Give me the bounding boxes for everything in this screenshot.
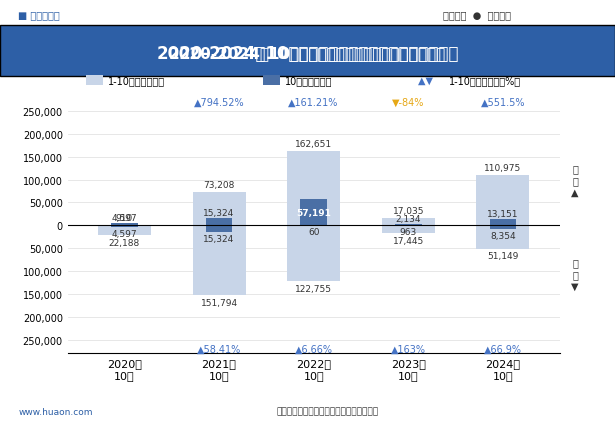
Text: 2,134: 2,134 [395, 214, 421, 223]
Text: 出
口: 出 口 [572, 164, 578, 185]
Text: ▲794.52%: ▲794.52% [194, 97, 244, 107]
Bar [382, 226, 435, 234]
Text: ▲551.5%: ▲551.5% [481, 97, 525, 107]
Bar [98, 226, 151, 236]
Text: 60: 60 [308, 227, 319, 236]
Text: 4,597: 4,597 [111, 229, 137, 238]
Text: 22,188: 22,188 [109, 239, 140, 248]
Bar [477, 226, 530, 249]
Text: 专业严谨  ●  客观科学: 专业严谨 ● 客观科学 [443, 10, 511, 20]
Text: 110,975: 110,975 [484, 164, 522, 173]
Bar [192, 226, 245, 295]
Text: ▼-84%: ▼-84% [392, 97, 424, 107]
Text: 15,324: 15,324 [204, 208, 235, 217]
Text: 2020-2024年10月西安航空基地综合保税区进、出口额: 2020-2024年10月西安航空基地综合保税区进、出口额 [169, 46, 446, 61]
Text: ▲: ▲ [571, 153, 579, 197]
Text: 13,151: 13,151 [487, 210, 518, 219]
Text: ▲66.9%: ▲66.9% [484, 345, 522, 354]
Text: ▲163%: ▲163% [391, 345, 426, 354]
Text: ▲6.66%: ▲6.66% [295, 345, 333, 354]
Bar [382, 218, 435, 226]
Bar [490, 226, 516, 230]
Text: ▲161.21%: ▲161.21% [288, 97, 339, 107]
Text: 57,191: 57,191 [296, 208, 331, 217]
Text: 进
口: 进 口 [572, 258, 578, 279]
Text: 4,597: 4,597 [111, 213, 137, 222]
Text: 963: 963 [400, 227, 417, 236]
Text: ▲▼: ▲▼ [418, 76, 436, 86]
Bar [395, 225, 421, 226]
Text: 73,208: 73,208 [204, 181, 235, 190]
Bar [287, 226, 340, 282]
Text: 8,354: 8,354 [490, 231, 516, 240]
Bar [111, 226, 138, 228]
Bar [111, 224, 138, 226]
Text: 17,035: 17,035 [392, 206, 424, 215]
Text: 51,149: 51,149 [487, 252, 518, 261]
Text: ▲58.41%: ▲58.41% [197, 345, 241, 354]
Bar [192, 193, 245, 226]
Bar [490, 220, 516, 226]
Text: 15,324: 15,324 [204, 234, 235, 243]
Text: 910: 910 [116, 214, 133, 223]
Text: 1-10月（千美元）: 1-10月（千美元） [108, 76, 165, 86]
Bar [287, 152, 340, 226]
Text: 17,445: 17,445 [392, 236, 424, 245]
Bar [477, 175, 530, 226]
Bar [206, 226, 232, 233]
FancyBboxPatch shape [0, 26, 615, 77]
Bar [300, 200, 327, 226]
Text: ■ 华经情报网: ■ 华经情报网 [18, 10, 60, 20]
Text: 122,755: 122,755 [295, 285, 332, 294]
Text: ▼: ▼ [571, 246, 579, 291]
Text: 2020-2024年10月西安航空基地综合保税区进、出口额: 2020-2024年10月西安航空基地综合保税区进、出口额 [156, 45, 459, 63]
Text: 10月（千美元）: 10月（千美元） [285, 76, 333, 86]
Bar [86, 76, 103, 86]
Bar [206, 219, 232, 226]
Text: 151,794: 151,794 [200, 298, 237, 307]
Bar [263, 76, 280, 86]
Text: www.huaon.com: www.huaon.com [18, 406, 93, 416]
Text: 1-10月同比增速（%）: 1-10月同比增速（%） [448, 76, 521, 86]
Text: 资料来源：中国海关、华经产业研究院整理: 资料来源：中国海关、华经产业研究院整理 [277, 406, 379, 416]
Text: 162,651: 162,651 [295, 140, 332, 149]
